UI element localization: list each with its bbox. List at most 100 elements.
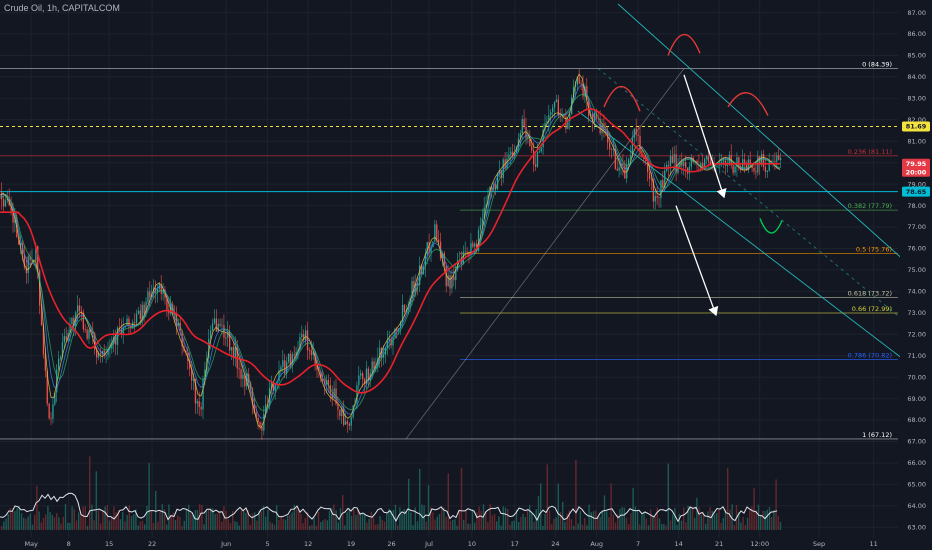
volume-bar: [3, 521, 5, 530]
candle-body: [379, 347, 381, 359]
fib-level-label: 0.382 (77.79): [848, 202, 892, 210]
volume-bar: [522, 513, 524, 530]
volume-bar: [601, 511, 603, 530]
candle-body: [510, 151, 512, 155]
candle-body: [734, 166, 736, 173]
volume-bar: [148, 462, 150, 530]
candle-body: [213, 318, 216, 324]
volume-bar: [322, 520, 324, 530]
volume-bar: [357, 509, 359, 530]
volume-bar: [491, 515, 493, 530]
candle-body: [259, 422, 261, 427]
volume-bar: [553, 519, 555, 530]
volume-bar: [146, 505, 148, 530]
volume-bar: [469, 524, 471, 530]
candle-body: [683, 162, 685, 166]
volume-bar: [223, 506, 225, 530]
candle-body: [35, 246, 37, 262]
candle-body: [156, 288, 159, 293]
volume-bar: [42, 517, 45, 530]
time-axis-tick-label: 24: [551, 540, 559, 548]
candle-body: [139, 310, 141, 319]
volume-bar: [177, 515, 179, 530]
volume-bar: [507, 509, 509, 530]
volume-bar: [62, 517, 64, 530]
volume-bar: [333, 504, 335, 530]
pattern-left-shoulder-arc: [603, 85, 641, 112]
price-tag-yellow-level-background: [902, 121, 930, 132]
candle-body: [527, 135, 529, 139]
candle-body: [143, 304, 145, 314]
candle-body: [514, 152, 516, 156]
volume-bar: [478, 506, 480, 530]
candle-body: [381, 347, 383, 358]
volume-bar: [687, 505, 689, 530]
candle-body: [449, 275, 451, 289]
candle-body: [578, 77, 580, 84]
volume-bar: [749, 510, 751, 530]
candle-body: [4, 200, 7, 207]
price-axis-tick-label: 64.00: [907, 502, 926, 510]
candle-body: [688, 166, 691, 174]
volume-bar: [685, 522, 687, 530]
volume-bar: [434, 519, 436, 530]
volume-bar: [192, 515, 194, 530]
candle-body: [382, 354, 385, 358]
volume-bar: [746, 517, 749, 530]
volume-bar: [168, 504, 170, 530]
volume-bar: [683, 507, 685, 530]
candle-body: [29, 256, 31, 260]
volume-bar: [392, 509, 394, 530]
candle-body: [365, 368, 368, 385]
volume-bar: [518, 522, 520, 530]
volume-bar: [291, 512, 293, 530]
volume-bar: [273, 524, 276, 530]
volume-bar: [667, 463, 669, 530]
volume-bar: [128, 505, 130, 530]
volume-bar: [485, 511, 487, 530]
volume-bar: [438, 514, 441, 530]
candle-body: [219, 323, 221, 326]
candle-body: [312, 351, 314, 355]
volume-bar: [201, 504, 203, 530]
candle-body: [48, 403, 50, 419]
candle-body: [200, 406, 202, 410]
candle-body: [305, 330, 307, 340]
candle-body: [189, 360, 191, 369]
volume-bar: [302, 523, 304, 530]
price-axis-tick-label: 73.00: [907, 309, 926, 317]
volume-bar: [694, 518, 696, 530]
volume-bar: [738, 511, 740, 530]
price-axis-tick-label: 85.00: [907, 52, 926, 60]
volume-bar: [236, 522, 238, 530]
candle-body: [280, 367, 282, 371]
volume-bar: [284, 519, 287, 530]
price-axis[interactable]: 87.0086.0085.0084.0083.0082.0081.0080.00…: [900, 0, 932, 550]
volume-bar: [617, 514, 619, 530]
candle-body: [96, 349, 98, 358]
volume-bar: [350, 515, 353, 530]
volume-bar: [632, 487, 634, 530]
volume-bar: [91, 504, 93, 530]
volume-bar: [606, 511, 608, 530]
volume-bar: [515, 509, 518, 530]
volume-bar: [652, 516, 654, 530]
candle-body: [90, 330, 92, 332]
volume-bar: [170, 514, 172, 530]
volume-bar: [555, 517, 557, 530]
candle-body: [270, 383, 273, 388]
time-axis-tick-label: 12: [304, 540, 312, 548]
time-axis-tick-label: 26: [387, 540, 395, 548]
candle-body: [664, 170, 666, 188]
time-axis[interactable]: May 8 15 22 Jun 5 12 19 26 Jul 10 17 24 Aug 7 14 21 12:00…: [24, 540, 877, 548]
candle-body: [400, 321, 402, 329]
candle-body: [633, 128, 635, 138]
volume-bar: [174, 520, 177, 530]
volume-bar: [390, 510, 392, 530]
volume-bar: [205, 510, 207, 530]
candle-body: [97, 353, 100, 358]
candle-body: [284, 360, 286, 374]
volume-bar: [229, 523, 232, 530]
